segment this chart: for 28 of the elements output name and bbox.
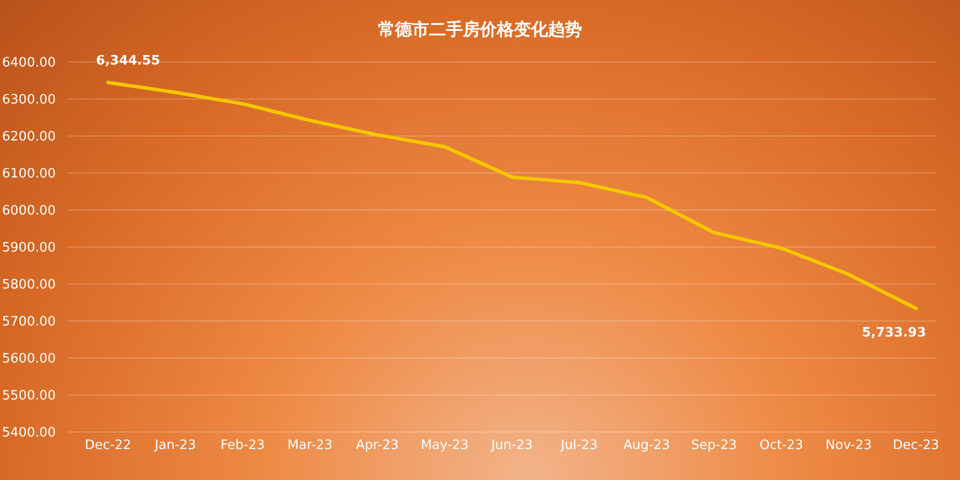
y-tick-label: 5600.00 bbox=[2, 352, 56, 367]
y-tick-label: 6200.00 bbox=[2, 130, 56, 145]
x-tick-label: Dec-23 bbox=[892, 438, 940, 454]
x-tick-label: Jul-23 bbox=[560, 438, 598, 454]
x-tick-label: Jun-23 bbox=[490, 438, 533, 454]
x-tick-label: Apr-23 bbox=[356, 438, 399, 454]
x-tick-label: Aug-23 bbox=[623, 438, 670, 454]
x-tick-label: Dec-22 bbox=[84, 438, 132, 454]
line-series bbox=[106, 80, 918, 310]
y-tick-label: 5400.00 bbox=[2, 426, 56, 441]
y-tick-label: 6300.00 bbox=[2, 92, 56, 108]
data-label: 5,733.93 bbox=[862, 325, 926, 340]
y-tick-label: 5800.00 bbox=[2, 278, 56, 293]
x-tick-label: Jan-23 bbox=[154, 438, 196, 454]
x-tick-label: Feb-23 bbox=[220, 438, 265, 454]
x-tick-label: Oct-23 bbox=[759, 438, 804, 454]
data-label: 6,344.55 bbox=[96, 54, 160, 69]
y-tick-label: 6000.00 bbox=[2, 204, 56, 219]
y-tick-label: 5500.00 bbox=[2, 388, 56, 404]
x-tick-label: Mar-23 bbox=[288, 438, 332, 454]
chart-title: 常德市二手房价格变化趋势 bbox=[377, 19, 583, 41]
x-tick-label: Nov-23 bbox=[826, 438, 872, 454]
x-tick-label: May-23 bbox=[420, 438, 469, 454]
y-tick-label: 6400.00 bbox=[2, 56, 56, 71]
y-tick-label: 5900.00 bbox=[2, 240, 56, 256]
y-tick-label: 5700.00 bbox=[2, 314, 56, 330]
y-tick-label: 6100.00 bbox=[2, 166, 56, 182]
x-tick-label: Sep-23 bbox=[691, 438, 737, 454]
